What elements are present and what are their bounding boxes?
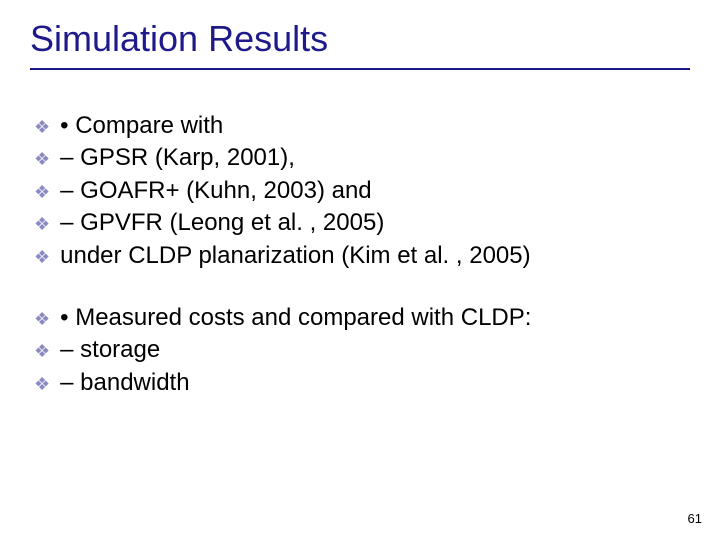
- list-item-text: – GPVFR (Leong et al. , 2005): [60, 207, 384, 239]
- bullet-block-2: ❖ • Measured costs and compared with CLD…: [34, 302, 690, 399]
- list-item: ❖ – storage: [34, 334, 690, 366]
- list-item-text: – GPSR (Karp, 2001),: [60, 142, 295, 174]
- title-rule: [30, 68, 690, 70]
- list-item-text: • Measured costs and compared with CLDP:: [60, 302, 531, 334]
- diamond-bullet-icon: ❖: [34, 339, 50, 363]
- list-item: ❖ – GPVFR (Leong et al. , 2005): [34, 207, 690, 239]
- list-item: ❖ • Compare with: [34, 110, 690, 142]
- diamond-bullet-icon: ❖: [34, 212, 50, 236]
- list-item: ❖ under CLDP planarization (Kim et al. ,…: [34, 240, 690, 272]
- list-item: ❖ – GPSR (Karp, 2001),: [34, 142, 690, 174]
- list-item-text: – GOAFR+ (Kuhn, 2003) and: [60, 175, 372, 207]
- list-item-text: under CLDP planarization (Kim et al. , 2…: [60, 240, 530, 272]
- page-number: 61: [688, 511, 702, 526]
- diamond-bullet-icon: ❖: [34, 180, 50, 204]
- list-item: ❖ – GOAFR+ (Kuhn, 2003) and: [34, 175, 690, 207]
- diamond-bullet-icon: ❖: [34, 372, 50, 396]
- slide: Simulation Results ❖ • Compare with ❖ – …: [0, 0, 720, 540]
- list-item: ❖ – bandwidth: [34, 367, 690, 399]
- diamond-bullet-icon: ❖: [34, 115, 50, 139]
- bullet-block-1: ❖ • Compare with ❖ – GPSR (Karp, 2001), …: [34, 110, 690, 272]
- diamond-bullet-icon: ❖: [34, 147, 50, 171]
- list-item-text: – storage: [60, 334, 160, 366]
- slide-title: Simulation Results: [30, 18, 690, 60]
- diamond-bullet-icon: ❖: [34, 307, 50, 331]
- list-item-text: • Compare with: [60, 110, 223, 142]
- list-item: ❖ • Measured costs and compared with CLD…: [34, 302, 690, 334]
- list-item-text: – bandwidth: [60, 367, 189, 399]
- diamond-bullet-icon: ❖: [34, 245, 50, 269]
